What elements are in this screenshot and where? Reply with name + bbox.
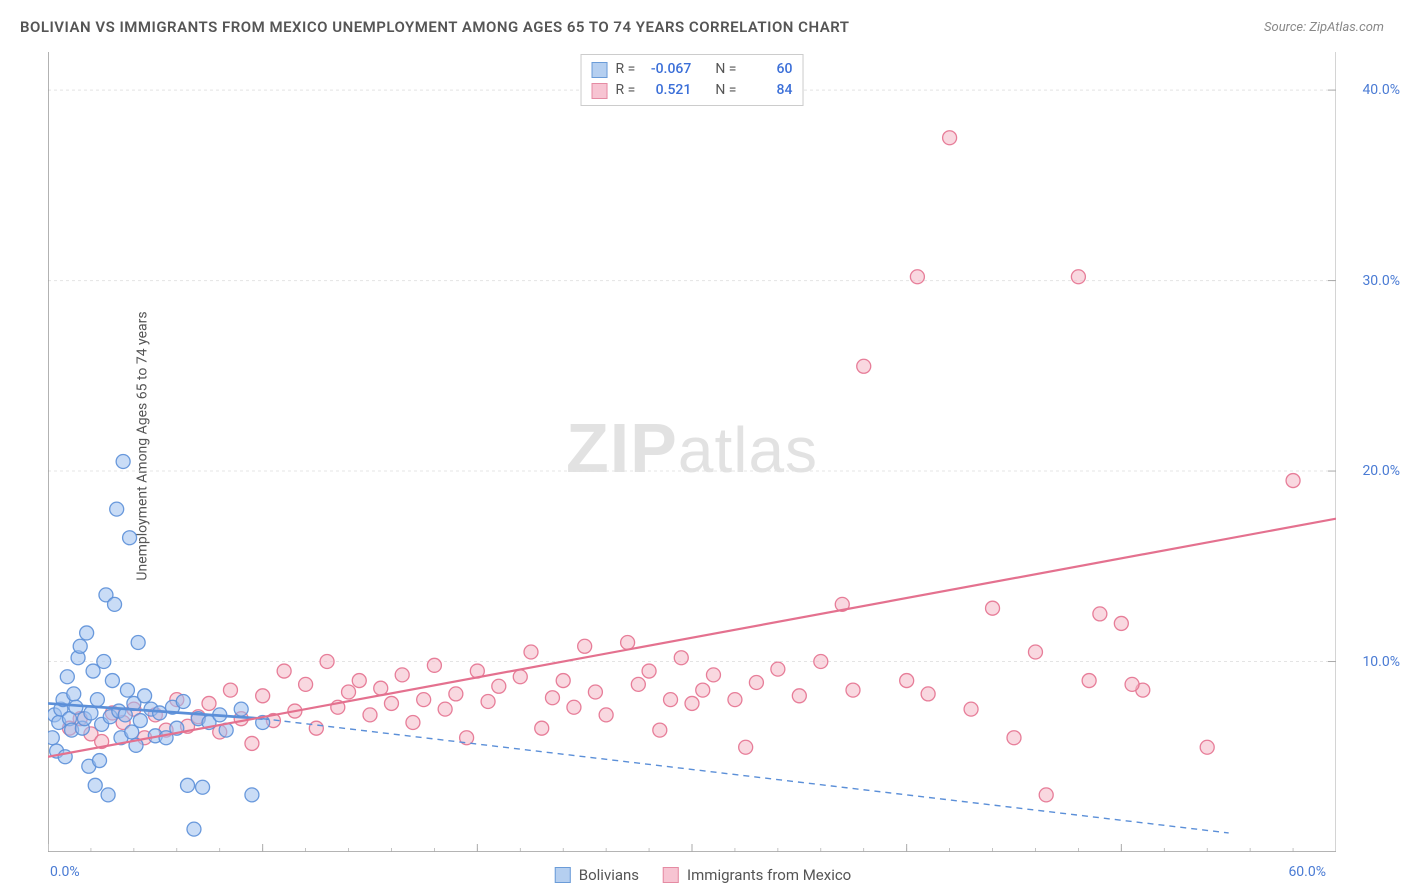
scatter-plot (48, 52, 1336, 852)
correlation-legend: R = -0.067 N = 60 R = 0.521 N = 84 (581, 54, 804, 106)
r-label: R = (616, 80, 636, 101)
y-tick-label: 30.0% (1362, 273, 1400, 289)
legend-item-a: Bolivians (555, 866, 639, 884)
chart-title: BOLIVIAN VS IMMIGRANTS FROM MEXICO UNEMP… (20, 18, 850, 36)
x-tick-min: 0.0% (50, 864, 80, 880)
r-value-b: 0.521 (643, 80, 691, 101)
r-label: R = (616, 59, 636, 80)
legend-row-b: R = 0.521 N = 84 (592, 80, 793, 101)
r-value-a: -0.067 (643, 59, 691, 80)
n-label: N = (715, 59, 736, 80)
y-tick-label: 40.0% (1362, 82, 1400, 98)
x-tick-max: 60.0% (1288, 864, 1326, 880)
n-label: N = (715, 80, 736, 101)
source-label: Source: ZipAtlas.com (1264, 20, 1384, 35)
n-value-b: 84 (744, 80, 792, 101)
n-value-a: 60 (744, 59, 792, 80)
legend-row-a: R = -0.067 N = 60 (592, 59, 793, 80)
chart-area: ZIPatlas R = -0.067 N = 60 R = 0.521 N =… (48, 52, 1336, 852)
legend-label-a: Bolivians (579, 866, 639, 884)
legend-label-b: Immigrants from Mexico (687, 866, 851, 884)
swatch-mexico (592, 83, 608, 99)
swatch-mexico-icon (663, 867, 679, 883)
legend-item-b: Immigrants from Mexico (663, 866, 851, 884)
swatch-bolivians-icon (555, 867, 571, 883)
y-tick-label: 20.0% (1362, 463, 1400, 479)
y-tick-label: 10.0% (1362, 654, 1400, 670)
swatch-bolivians (592, 62, 608, 78)
series-legend: Bolivians Immigrants from Mexico (555, 866, 851, 884)
